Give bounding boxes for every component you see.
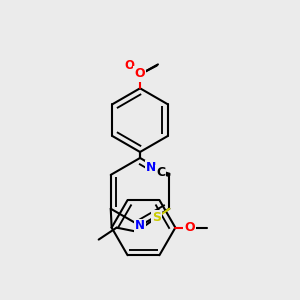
Text: S: S: [152, 211, 161, 224]
Text: O: O: [134, 68, 145, 80]
Text: N: N: [135, 219, 145, 232]
Text: C: C: [156, 166, 165, 179]
Text: O: O: [124, 59, 134, 72]
Text: N: N: [146, 161, 156, 174]
Text: O: O: [184, 221, 195, 234]
